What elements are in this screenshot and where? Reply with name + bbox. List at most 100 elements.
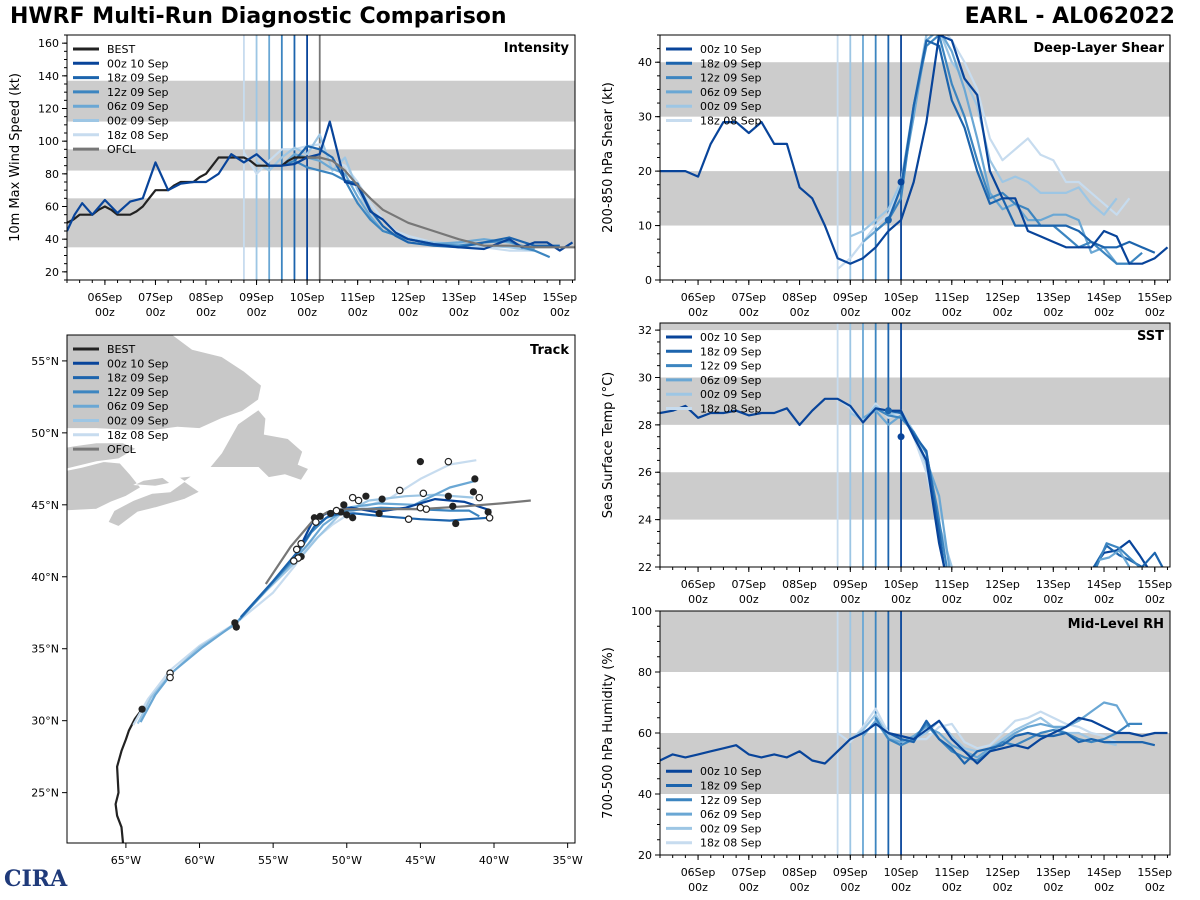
y-tick-label: 0 xyxy=(645,274,652,287)
x-tick-label: 00z xyxy=(891,306,911,319)
y-tick-label: 20 xyxy=(638,165,652,178)
legend-label: 00z 10 Sep xyxy=(700,765,762,778)
panel-intensity: 20 40 60 80 100 120 140 160 06Sep 00z 07Sep 00z 08Se… xyxy=(8,34,577,319)
legend-label: 12z 09 Sep xyxy=(700,72,762,85)
x-tick-label: 60°W xyxy=(184,854,214,867)
series-line xyxy=(888,409,946,567)
x-tick-label: 00z xyxy=(348,306,368,319)
y-axis-label: 200-850 hPa Shear (kt) xyxy=(601,82,616,233)
y-tick-label: 50°N xyxy=(31,427,59,440)
legend-label: 12z 09 Sep xyxy=(700,794,762,807)
x-tick-label: 06Sep xyxy=(681,578,716,591)
x-tick-label: 07Sep xyxy=(138,291,173,304)
track-point-open xyxy=(292,545,301,554)
x-tick-label: 12Sep xyxy=(985,291,1020,304)
x-tick-label: 08Sep xyxy=(782,866,817,879)
x-tick-label: 07Sep xyxy=(731,578,766,591)
x-tick-label: 50°W xyxy=(332,854,362,867)
x-tick-label: 00z xyxy=(840,881,860,894)
y-tick-label: 28 xyxy=(638,419,652,432)
x-tick-label: 14Sep xyxy=(492,291,527,304)
series-line xyxy=(1095,542,1141,567)
x-tick-label: 00z xyxy=(993,306,1013,319)
x-tick-label: 08Sep xyxy=(782,291,817,304)
init-marker xyxy=(897,433,905,441)
series-line xyxy=(836,35,1131,270)
track-point-open xyxy=(404,515,413,524)
legend-label: OFCL xyxy=(107,143,137,156)
panel-track: 65°W 60°W 55°W 50°W 45°W 40°W 35°W 25°N 30°N 35°N… xyxy=(31,334,583,867)
series-line xyxy=(875,407,948,567)
x-tick-label: 45°W xyxy=(405,854,435,867)
x-tick-label: 14Sep xyxy=(1087,291,1122,304)
track-line xyxy=(238,506,480,621)
y-tick-label: 140 xyxy=(38,70,59,83)
track-point-filled xyxy=(378,495,386,503)
x-tick-label: 00z xyxy=(840,306,860,319)
series-line xyxy=(306,120,574,252)
x-tick-label: 12Sep xyxy=(985,866,1020,879)
y-tick-label: 32 xyxy=(638,324,652,337)
x-tick-label: 00z xyxy=(550,306,570,319)
series-line xyxy=(293,145,560,249)
y-tick-label: 10 xyxy=(638,220,652,233)
x-tick-label: 10Sep xyxy=(884,866,919,879)
series-line xyxy=(67,153,308,232)
track-point-filled xyxy=(444,492,452,500)
legend-label: 18z 08 Sep xyxy=(107,129,169,142)
track-point-filled xyxy=(362,492,370,500)
legend-label: 06z 09 Sep xyxy=(700,374,762,387)
legend-label: 18z 08 Sep xyxy=(700,115,762,128)
track-point-filled xyxy=(349,514,357,522)
y-tick-label: 120 xyxy=(38,103,59,116)
series-line xyxy=(307,156,575,249)
x-tick-label: 09Sep xyxy=(833,578,868,591)
x-tick-label: 00z xyxy=(739,593,759,606)
y-tick-label: 80 xyxy=(638,666,652,679)
legend-label: 00z 10 Sep xyxy=(700,331,762,344)
series-line xyxy=(862,701,1131,759)
y-tick-label: 20 xyxy=(45,266,59,279)
series-line xyxy=(1098,549,1131,567)
track-point-filled xyxy=(375,509,383,518)
y-tick-label: 40°N xyxy=(31,571,59,584)
track-point-filled xyxy=(452,519,460,528)
track-point-filled xyxy=(471,475,479,483)
init-marker xyxy=(897,178,905,186)
track-point-filled xyxy=(340,501,348,509)
x-tick-label: 07Sep xyxy=(731,291,766,304)
panel-rh: 20 40 60 80 100 06Sep 00z 07Sep 00z 08Sep 00z 09Sep… xyxy=(601,605,1172,894)
track-point-open xyxy=(475,493,484,502)
series-group xyxy=(660,35,1169,270)
x-tick-label: 10Sep xyxy=(290,291,325,304)
land-polygon xyxy=(107,475,201,527)
x-tick-label: 00z xyxy=(1145,306,1165,319)
track-point-open xyxy=(416,503,425,512)
legend-label: 12z 09 Sep xyxy=(107,86,169,99)
legend-label: BEST xyxy=(107,43,135,56)
x-tick-label: 11Sep xyxy=(934,291,969,304)
shaded-band xyxy=(660,611,1170,672)
land-polygon xyxy=(67,335,262,431)
panel-title: Track xyxy=(530,343,569,358)
panel-title: SST xyxy=(1137,329,1164,344)
x-tick-label: 06Sep xyxy=(681,291,716,304)
x-tick-label: 00z xyxy=(1094,593,1114,606)
legend-label: 18z 08 Sep xyxy=(107,429,169,442)
x-tick-label: 12Sep xyxy=(985,578,1020,591)
shaded-band xyxy=(67,149,575,171)
series-line xyxy=(660,35,1169,265)
x-tick-label: 00z xyxy=(247,306,267,319)
y-tick-label: 40 xyxy=(638,56,652,69)
x-tick-label: 00z xyxy=(993,593,1013,606)
x-tick-label: 11Sep xyxy=(340,291,375,304)
series-line xyxy=(660,716,1168,765)
track-point-filled xyxy=(343,511,351,519)
y-tick-label: 30 xyxy=(638,111,652,124)
x-tick-label: 00z xyxy=(95,306,115,319)
x-tick-label: 00z xyxy=(739,306,759,319)
x-tick-label: 08Sep xyxy=(189,291,224,304)
track-line xyxy=(264,499,531,585)
shaded-band xyxy=(660,323,1170,331)
